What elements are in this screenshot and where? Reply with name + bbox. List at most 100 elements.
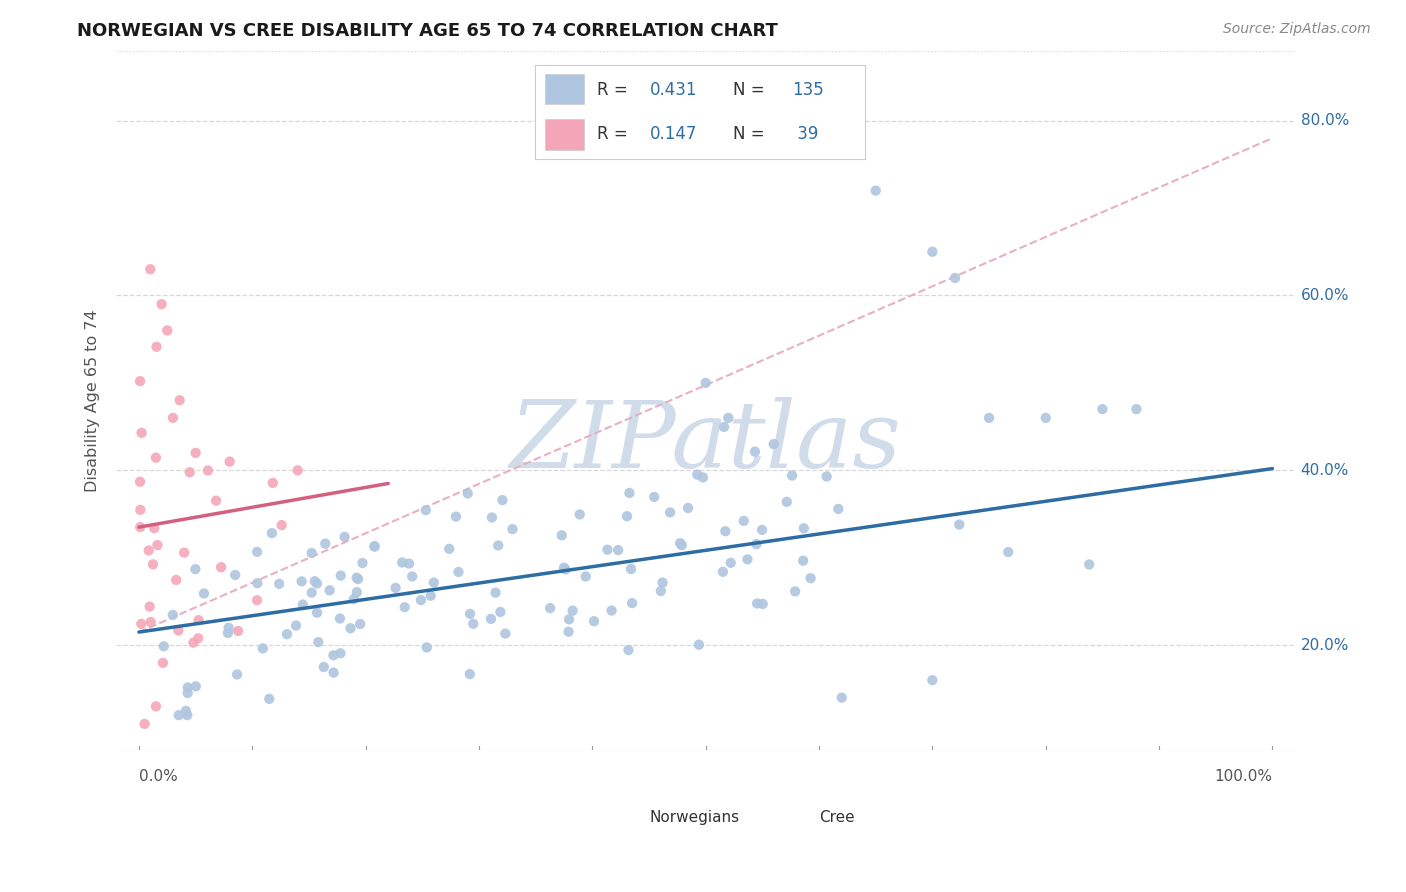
Point xyxy=(553,560,575,574)
Point xyxy=(363,540,385,554)
Point xyxy=(329,646,352,660)
Point xyxy=(391,556,413,570)
Point xyxy=(1035,410,1057,425)
Point xyxy=(142,558,165,572)
Point xyxy=(582,614,605,628)
Point xyxy=(607,543,630,558)
Point xyxy=(184,446,207,460)
Text: 40.0%: 40.0% xyxy=(1301,463,1350,478)
Point xyxy=(554,562,576,576)
Point xyxy=(621,596,644,610)
Point xyxy=(463,616,485,631)
Point xyxy=(285,618,308,632)
Point xyxy=(246,593,269,607)
Point xyxy=(187,632,209,646)
Point xyxy=(394,600,416,615)
Point xyxy=(276,627,298,641)
Point xyxy=(138,543,160,558)
Point xyxy=(409,593,432,607)
Point xyxy=(444,509,467,524)
Bar xyxy=(609,779,638,805)
Point xyxy=(1125,402,1147,417)
Point xyxy=(619,486,641,500)
Point xyxy=(481,510,503,524)
Point xyxy=(720,556,742,570)
Point xyxy=(131,616,153,631)
Text: 100.0%: 100.0% xyxy=(1215,769,1272,784)
Point xyxy=(568,508,591,522)
Point xyxy=(329,611,352,625)
Point xyxy=(551,528,574,542)
Point xyxy=(193,586,215,600)
Point xyxy=(671,538,693,552)
Point xyxy=(291,574,314,589)
Point xyxy=(751,597,773,611)
Point xyxy=(363,539,385,553)
Point xyxy=(343,592,366,607)
Point xyxy=(307,635,329,649)
Text: Norwegians: Norwegians xyxy=(650,810,740,824)
Point xyxy=(176,686,198,700)
Point xyxy=(291,598,314,612)
Text: NORWEGIAN VS CREE DISABILITY AGE 65 TO 74 CORRELATION CHART: NORWEGIAN VS CREE DISABILITY AGE 65 TO 7… xyxy=(77,22,778,40)
Point xyxy=(333,530,356,544)
Point xyxy=(218,454,240,468)
Point xyxy=(156,323,179,337)
Point xyxy=(688,638,710,652)
Point xyxy=(458,667,481,681)
Point xyxy=(152,640,174,654)
Point xyxy=(676,500,699,515)
Point xyxy=(921,244,943,259)
Point xyxy=(226,667,249,681)
Point xyxy=(751,523,773,537)
Point xyxy=(557,624,579,639)
Point xyxy=(176,708,198,723)
Text: 0.0%: 0.0% xyxy=(139,769,177,784)
Point xyxy=(322,665,344,680)
Point xyxy=(762,437,785,451)
Text: 20.0%: 20.0% xyxy=(1301,638,1350,653)
Point xyxy=(129,475,152,489)
Point xyxy=(616,509,638,524)
Text: Cree: Cree xyxy=(820,810,855,824)
Point xyxy=(301,585,323,599)
Point xyxy=(745,597,768,611)
Point xyxy=(349,617,371,632)
Point xyxy=(314,536,336,550)
Point xyxy=(827,502,849,516)
Point xyxy=(150,297,173,311)
Point xyxy=(800,571,823,585)
Point xyxy=(711,565,734,579)
Point xyxy=(305,576,328,591)
Point xyxy=(139,615,162,629)
Point xyxy=(489,605,512,619)
Point xyxy=(650,584,672,599)
Point xyxy=(129,520,152,534)
Point xyxy=(301,546,323,560)
Point xyxy=(257,692,280,706)
Point xyxy=(737,552,759,566)
Point xyxy=(558,612,581,626)
Point xyxy=(943,271,966,285)
Text: 80.0%: 80.0% xyxy=(1301,113,1350,128)
Point xyxy=(744,444,766,458)
Y-axis label: Disability Age 65 to 74: Disability Age 65 to 74 xyxy=(86,309,100,491)
Point xyxy=(717,410,740,425)
Point xyxy=(184,679,207,693)
Point xyxy=(270,518,292,533)
Point xyxy=(486,538,509,552)
Point xyxy=(793,521,815,535)
Point xyxy=(600,603,623,617)
Point xyxy=(714,524,737,539)
Point xyxy=(145,340,167,354)
Point xyxy=(346,571,368,585)
Point xyxy=(415,503,437,517)
Point xyxy=(792,554,814,568)
Point xyxy=(145,699,167,714)
Point xyxy=(183,635,205,649)
Point xyxy=(617,643,640,657)
Point xyxy=(538,601,561,615)
Point xyxy=(145,450,167,465)
Point xyxy=(1078,558,1101,572)
Point xyxy=(197,463,219,477)
